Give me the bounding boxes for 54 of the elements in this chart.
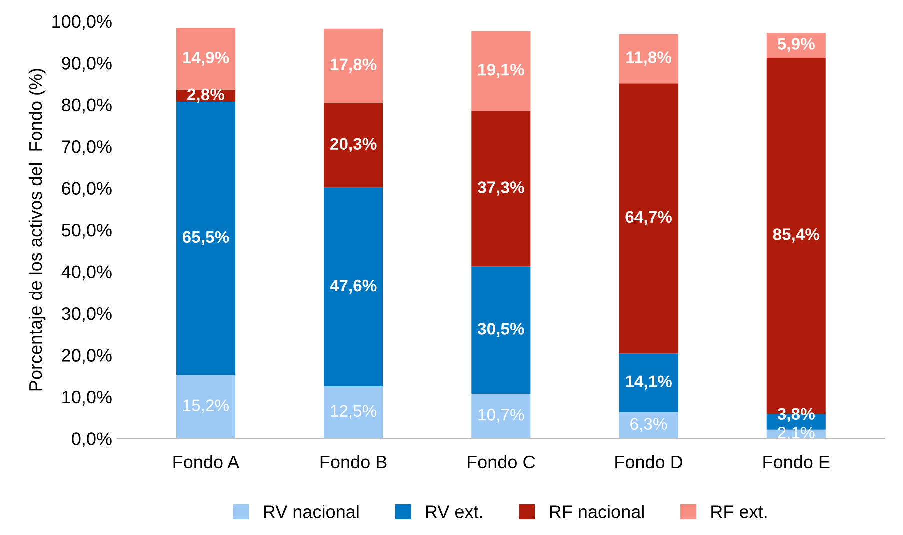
bar xyxy=(619,84,678,354)
data-label: 37,3% xyxy=(478,182,524,196)
data-label: 30,5% xyxy=(478,323,524,338)
x-tick-label: Fondo E xyxy=(764,455,830,469)
y-tick-label: 10,0% xyxy=(62,390,112,406)
data-label: 5,9% xyxy=(778,38,815,52)
y-tick-label: 90,0% xyxy=(62,57,112,72)
legend-label: RF ext. xyxy=(712,506,767,518)
bar xyxy=(176,28,236,90)
x-tick-label: Fondo D xyxy=(616,455,683,469)
bar xyxy=(324,188,384,387)
bar xyxy=(176,102,236,376)
legend-label: RV nacional xyxy=(264,505,359,518)
legend-label: RF nacional xyxy=(550,505,644,518)
bar xyxy=(472,266,531,394)
bar xyxy=(176,375,236,439)
legend-label: RV ext. xyxy=(426,506,482,518)
y-tick-label: 50,0% xyxy=(62,224,112,239)
bar xyxy=(472,111,531,267)
y-axis-title: Porcentaje de los activos del Fondo (%) xyxy=(28,69,46,391)
data-label: 47,6% xyxy=(330,280,377,294)
y-tick-label: 80,0% xyxy=(62,98,112,114)
y-tick-label: 100,0% xyxy=(52,15,112,30)
data-label: 6,3% xyxy=(630,418,668,432)
y-tick-label: 0,0% xyxy=(72,432,112,448)
data-label: 14,9% xyxy=(183,52,230,66)
bar xyxy=(324,28,384,104)
data-label: 14,1% xyxy=(626,376,672,390)
data-label: 64,7% xyxy=(626,211,672,226)
data-label: 2,8% xyxy=(188,88,225,103)
bar xyxy=(324,386,384,439)
data-label: 19,1% xyxy=(478,64,524,78)
data-label: 10,7% xyxy=(478,409,524,423)
y-tick-label: 70,0% xyxy=(62,140,112,156)
x-tick-label: Fondo A xyxy=(174,455,240,469)
x-tick-label: Fondo C xyxy=(468,455,536,469)
data-label: 11,8% xyxy=(626,52,672,66)
data-label: 2,1% xyxy=(778,426,815,441)
y-tick-label: 30,0% xyxy=(62,307,112,322)
data-label: 17,8% xyxy=(330,58,377,73)
data-label: 15,2% xyxy=(184,400,229,414)
bar xyxy=(619,34,678,84)
data-label: 85,4% xyxy=(773,228,820,243)
data-label: 65,5% xyxy=(182,231,230,246)
bar xyxy=(472,394,531,439)
y-tick-label: 40,0% xyxy=(62,266,112,281)
data-label: 12,5% xyxy=(331,405,377,420)
x-tick-label: Fondo B xyxy=(320,455,387,469)
y-tick-label: 20,0% xyxy=(62,349,112,364)
bar xyxy=(619,354,678,412)
y-tick-label: 60,0% xyxy=(62,182,112,198)
bar xyxy=(324,103,384,188)
data-label: 20,3% xyxy=(330,138,377,152)
bar xyxy=(472,31,531,112)
